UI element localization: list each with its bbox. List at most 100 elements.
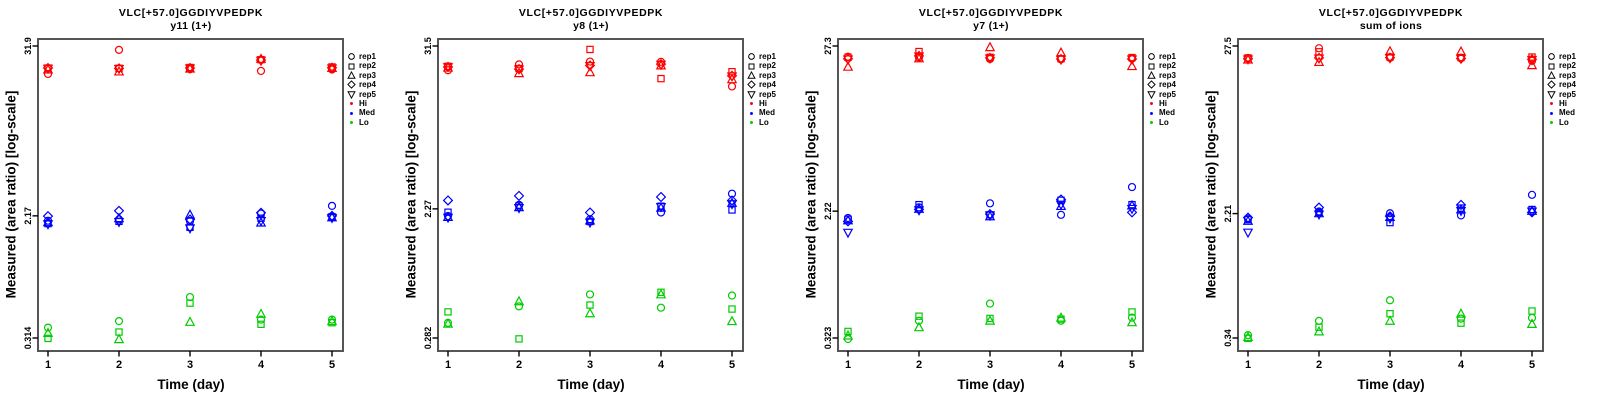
x-tick-label: 1 bbox=[45, 359, 51, 371]
x-tick-label: 1 bbox=[845, 359, 851, 371]
data-point-Hi-rep5-day4 bbox=[1455, 54, 1467, 65]
data-point-Lo-rep1-day5 bbox=[727, 291, 737, 300]
data-point-Lo-rep2-day5 bbox=[728, 305, 736, 313]
plot-area: 0.323 2.22 27.3 1 2 3 4 5 bbox=[823, 37, 1144, 371]
legend-label: rep3 bbox=[359, 70, 376, 80]
data-point-Lo-rep3-day1 bbox=[442, 318, 454, 328]
data-point-Med-rep2-day4 bbox=[257, 214, 265, 222]
data-point-Lo-rep2-day2 bbox=[1315, 323, 1323, 331]
data-point-Lo-rep3-day5 bbox=[1526, 318, 1538, 328]
legend-diamond-icon bbox=[1147, 80, 1156, 90]
data-point-Med-rep5-day2 bbox=[513, 204, 525, 214]
data-point-Hi-rep5-day3 bbox=[584, 62, 596, 72]
peptide-title: VLC[+57.0]GGDIYVPEDPK bbox=[918, 7, 1064, 19]
data-point-Med-rep3-day2 bbox=[1313, 207, 1325, 218]
legend-dot-icon bbox=[1150, 102, 1153, 106]
data-point-Lo-rep2-day4 bbox=[1457, 319, 1465, 327]
data-point-Hi-rep5-day3 bbox=[984, 54, 996, 65]
data-point-Lo-rep1-day4 bbox=[656, 303, 666, 312]
legend: rep1 rep2 rep3 rep4 rep5 Hi Med Lo bbox=[1147, 52, 1176, 127]
legend-item-Hi: Hi bbox=[347, 99, 376, 108]
data-point-Lo-rep1-day2 bbox=[914, 316, 924, 325]
data-point-Lo-rep3-day2 bbox=[913, 321, 925, 332]
x-tick-label: 2 bbox=[1316, 359, 1322, 371]
legend-item-rep2: rep2 bbox=[747, 61, 776, 70]
y-tick-label: 0.282 bbox=[423, 327, 433, 350]
legend-label: rep5 bbox=[359, 89, 376, 99]
data-point-Med-rep5-day3 bbox=[184, 224, 196, 235]
x-tick-label: 4 bbox=[658, 359, 665, 371]
legend-label: Med bbox=[1159, 108, 1175, 118]
data-point-Hi-rep3-day3 bbox=[984, 41, 996, 52]
data-point-Hi-rep5-day4 bbox=[655, 60, 667, 71]
data-point-Med-rep4-day4 bbox=[1055, 194, 1067, 205]
data-point-Med-rep5-day3 bbox=[584, 218, 596, 229]
plot-box bbox=[37, 38, 344, 352]
data-point-Lo-rep1-day4 bbox=[1456, 314, 1466, 323]
legend-label: Lo bbox=[759, 117, 769, 127]
data-point-Lo-rep1-day3 bbox=[985, 299, 995, 308]
legend-square-icon bbox=[1148, 63, 1155, 70]
data-point-Lo-rep3-day2 bbox=[113, 333, 125, 344]
y-tick-label: 2.17 bbox=[23, 207, 33, 225]
data-point-Med-rep2-day1 bbox=[444, 208, 452, 216]
legend-dot-icon bbox=[750, 120, 753, 124]
x-tick-label: 3 bbox=[1387, 359, 1393, 371]
x-tick-label: 2 bbox=[116, 359, 122, 371]
legend-label: Med bbox=[1559, 108, 1575, 118]
data-point-Lo-rep1-day4 bbox=[256, 315, 266, 324]
y-tick-label: 27.3 bbox=[823, 37, 833, 55]
chart-panel: VLC[+57.0]GGDIYVPEDPK y11 (1+) Measured … bbox=[0, 0, 400, 400]
legend: rep1 rep2 rep3 rep4 rep5 Hi Med Lo bbox=[747, 52, 776, 127]
legend-item-rep3: rep3 bbox=[1147, 71, 1176, 80]
legend-triangle-down-icon bbox=[1547, 91, 1556, 99]
legend-label: rep4 bbox=[1159, 80, 1176, 90]
x-axis-label: Time (day) bbox=[957, 377, 1025, 392]
legend-triangle-up-icon bbox=[347, 70, 356, 79]
data-point-Hi-rep3-day5 bbox=[1126, 60, 1138, 71]
data-point-Hi-rep3-day5 bbox=[1526, 59, 1538, 70]
data-point-Lo-rep3-day3 bbox=[184, 316, 196, 326]
data-point-Med-rep3-day2 bbox=[913, 203, 925, 213]
data-point-Hi-rep5-day4 bbox=[255, 56, 267, 67]
data-point-Hi-rep5-day3 bbox=[1384, 54, 1396, 64]
x-tick-label: 3 bbox=[587, 359, 593, 371]
data-point-Med-rep1-day4 bbox=[1456, 211, 1466, 220]
data-point-Hi-rep5-day5 bbox=[326, 64, 338, 75]
legend-item-rep5: rep5 bbox=[347, 90, 376, 99]
data-point-Lo-rep2-day5 bbox=[1128, 308, 1136, 316]
data-point-Hi-rep5-day2 bbox=[513, 65, 525, 76]
chart-panel: VLC[+57.0]GGDIYVPEDPK y7 (1+) Measured (… bbox=[800, 0, 1200, 400]
data-point-Med-rep4-day1 bbox=[842, 216, 854, 227]
fragment-subtitle: y11 (1+) bbox=[170, 20, 212, 32]
data-point-Med-rep1-day3 bbox=[1385, 209, 1395, 218]
data-point-Hi-rep5-day5 bbox=[1526, 55, 1538, 66]
legend-dot-icon bbox=[350, 102, 353, 106]
data-point-Lo-rep3-day5 bbox=[1126, 316, 1138, 327]
x-tick-label: 5 bbox=[1129, 359, 1135, 371]
data-point-Med-rep2-day3 bbox=[1386, 218, 1394, 227]
data-point-Med-rep5-day1 bbox=[842, 228, 854, 239]
data-point-Lo-rep1-day3 bbox=[585, 290, 595, 299]
data-point-Lo-rep2-day3 bbox=[586, 301, 594, 309]
data-point-Lo-rep3-day4 bbox=[255, 308, 267, 318]
legend-label: rep1 bbox=[1159, 52, 1176, 61]
y-tick-label: 31.9 bbox=[23, 37, 33, 55]
data-point-Hi-rep5-day3 bbox=[184, 64, 196, 75]
legend-label: Med bbox=[359, 108, 375, 118]
data-point-Med-rep5-day3 bbox=[1384, 214, 1396, 225]
data-point-Lo-rep2-day3 bbox=[186, 299, 194, 307]
data-point-Med-rep5-day1 bbox=[1242, 228, 1254, 239]
legend-label: rep2 bbox=[1559, 61, 1576, 71]
legend-label: rep2 bbox=[1159, 61, 1176, 71]
legend-label: rep4 bbox=[759, 80, 776, 90]
data-point-Med-rep5-day4 bbox=[1455, 206, 1467, 217]
legend-item-Hi: Hi bbox=[747, 99, 776, 108]
data-point-Lo-rep3-day3 bbox=[984, 315, 996, 325]
data-point-Med-rep5-day4 bbox=[1055, 200, 1067, 211]
data-point-Hi-rep3-day2 bbox=[513, 67, 525, 78]
data-point-Med-rep1-day5 bbox=[327, 201, 337, 210]
data-point-Hi-rep3-day3 bbox=[584, 66, 596, 77]
legend-label: rep5 bbox=[759, 89, 776, 99]
legend-label: rep3 bbox=[1559, 70, 1576, 80]
